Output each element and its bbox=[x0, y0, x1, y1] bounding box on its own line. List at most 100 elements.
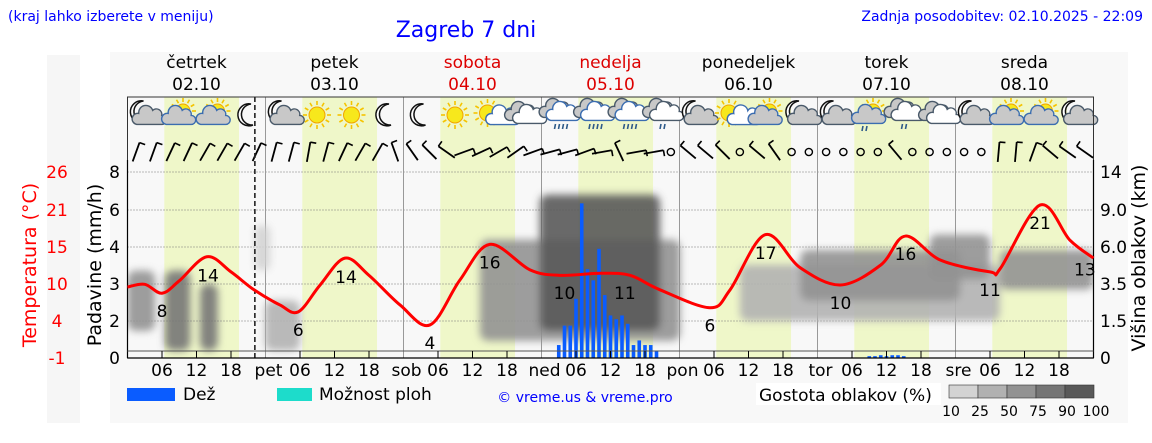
wind-staff bbox=[626, 149, 647, 155]
hour-tick-label: 18 bbox=[772, 361, 794, 381]
density-label-bg bbox=[756, 383, 941, 405]
wind-barbs-row bbox=[131, 139, 1094, 163]
sun-icon bbox=[303, 101, 331, 129]
hour-tick-label: 12 bbox=[462, 361, 484, 381]
day-abbr-label: tor bbox=[808, 361, 832, 381]
temperature-label: 10 bbox=[830, 294, 852, 314]
cloud-icon bbox=[160, 104, 197, 126]
cloud-height-axis-title: Višina oblakov (km) bbox=[1128, 165, 1150, 352]
moon-cloud-icon bbox=[785, 100, 823, 126]
rain-drop bbox=[596, 123, 599, 130]
wind-barb-icon bbox=[454, 147, 477, 157]
daylight-band bbox=[992, 97, 1068, 358]
wind-barb-icon bbox=[390, 139, 400, 162]
rain-drop bbox=[865, 125, 868, 132]
precip-tick-label: 3 bbox=[109, 275, 120, 295]
rain-bar bbox=[625, 323, 630, 358]
sun-ray bbox=[321, 102, 325, 107]
rain-drop bbox=[561, 123, 565, 130]
wind-barb-icon bbox=[996, 141, 1006, 163]
wind-barb-icon bbox=[149, 141, 163, 162]
wind-staff bbox=[1058, 145, 1077, 159]
calm-wind-icon bbox=[908, 147, 917, 157]
hour-tick-label: 12 bbox=[876, 361, 898, 381]
sun-disc bbox=[343, 106, 360, 124]
rain-drop bbox=[861, 125, 864, 132]
wind-barb-icon bbox=[131, 141, 146, 162]
sun-ray bbox=[459, 123, 463, 128]
wind-staff bbox=[679, 144, 697, 160]
sun-ray bbox=[876, 99, 881, 104]
sun-disc bbox=[446, 106, 464, 124]
last-updated: Zadnja posodobitev: 02.10.2025 - 22:09 bbox=[861, 9, 1143, 25]
wind-barb-icon bbox=[405, 139, 419, 161]
hour-tick-label: 12 bbox=[1014, 361, 1036, 381]
temp-tick-label: 10 bbox=[46, 275, 68, 295]
day-abbr-label: pet bbox=[255, 361, 283, 381]
sun-cloud-icon bbox=[747, 98, 783, 126]
cloud-icon bbox=[269, 104, 305, 126]
cloud-patch bbox=[164, 270, 191, 351]
wind-staff bbox=[216, 142, 229, 162]
cloud-patch bbox=[128, 270, 156, 331]
wind-barb-icon bbox=[1014, 141, 1023, 163]
legend-density-label: Gostota oblakov (%) bbox=[759, 386, 932, 406]
density-swatch bbox=[948, 384, 979, 399]
temperature-labels: 8 14 6 14 4 16 10 11 6 17 10 16 11 21 13 bbox=[157, 214, 1096, 354]
hour-tick-label: 06 bbox=[841, 361, 863, 381]
wind-barb-icon bbox=[489, 146, 511, 158]
rain-bar bbox=[878, 355, 883, 358]
temperature-label: 21 bbox=[1029, 214, 1051, 234]
sun-ray bbox=[463, 107, 468, 111]
wind-staff bbox=[421, 144, 438, 160]
sun-ray bbox=[442, 107, 447, 111]
wind-barb-icon bbox=[165, 142, 181, 162]
rain-drop bbox=[553, 123, 557, 130]
density-color-scale: 10 25 50 75 90 100 bbox=[942, 384, 1109, 420]
rain-bar bbox=[654, 350, 659, 358]
hour-tick-label: 18 bbox=[496, 361, 518, 381]
sun-icon bbox=[337, 101, 366, 129]
wind-feather bbox=[437, 140, 443, 147]
wind-staff bbox=[390, 142, 400, 162]
calm-wind-icon bbox=[925, 147, 934, 157]
temperature-label: 8 bbox=[157, 302, 168, 322]
sun-ray bbox=[309, 102, 313, 107]
wind-staff bbox=[454, 147, 474, 157]
sun-ray bbox=[175, 99, 180, 104]
hour-tick-label: 18 bbox=[358, 361, 380, 381]
density-tick-label: 25 bbox=[971, 404, 989, 420]
sun-ray bbox=[716, 105, 721, 109]
wind-barb-icon bbox=[1042, 140, 1059, 160]
moon-icon bbox=[409, 103, 426, 127]
sun-ray bbox=[1014, 99, 1019, 104]
day-date: 06.10 bbox=[724, 75, 773, 95]
wind-barb-icon bbox=[471, 146, 494, 158]
precip-tick-label: 0 bbox=[109, 349, 120, 369]
wind-feather bbox=[768, 139, 774, 145]
day-name: sreda bbox=[1001, 53, 1048, 73]
rain-drop bbox=[630, 123, 634, 130]
sun-ray bbox=[479, 121, 484, 126]
hour-tick-label: 06 bbox=[703, 361, 725, 381]
wind-feather bbox=[610, 150, 614, 157]
rain-cloud-icon bbox=[538, 97, 581, 130]
hour-tick-label: 06 bbox=[979, 361, 1001, 381]
rain-bar bbox=[562, 325, 567, 358]
sun-ray bbox=[463, 119, 468, 123]
wind-barb-icon bbox=[437, 140, 456, 159]
wind-staff bbox=[614, 142, 625, 162]
menu-hint-link[interactable]: (kraj lahko izberete v meniju) bbox=[8, 9, 214, 25]
wind-barb-icon bbox=[714, 140, 731, 160]
wind-feather bbox=[421, 140, 428, 146]
temp-tick-label: 4 bbox=[52, 312, 63, 332]
credit-link[interactable]: © vreme.us & vreme.pro bbox=[497, 390, 672, 406]
rain-bar bbox=[585, 269, 590, 358]
cloud-icon bbox=[917, 100, 962, 125]
wind-staff bbox=[182, 142, 193, 162]
wind-feather bbox=[714, 140, 721, 146]
wind-barb-icon bbox=[748, 140, 766, 160]
sun-ray bbox=[721, 121, 725, 126]
cloud-icon bbox=[747, 104, 783, 126]
hour-tick-label: 06 bbox=[151, 361, 173, 381]
